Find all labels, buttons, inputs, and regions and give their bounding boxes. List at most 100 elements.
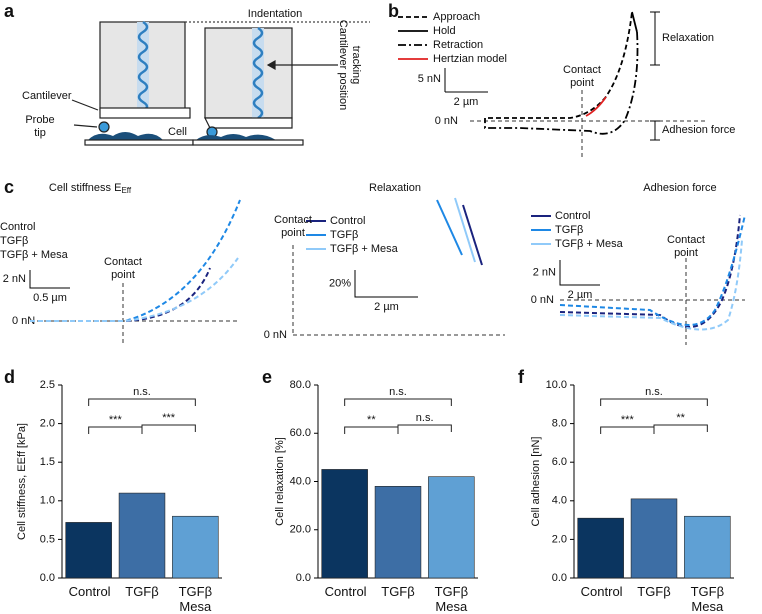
scale-label: 2 nN (3, 273, 26, 285)
significance-bracket (653, 424, 708, 432)
legend-label: TGFβ + Mesa (0, 249, 69, 261)
subpanel-title: Relaxation (369, 182, 421, 194)
x-tick-label: TGFβ (381, 584, 415, 599)
scale-label: 2 µm (454, 96, 479, 108)
relaxation-label: Relaxation (662, 32, 714, 44)
panel-label: c (4, 177, 14, 197)
zero-label: 0 nN (264, 329, 287, 341)
legend-label: Retraction (433, 39, 483, 51)
significance-bracket (397, 424, 452, 432)
scale-bar (354, 270, 418, 298)
scale-label: 0.5 µm (33, 292, 67, 304)
significance-label: *** (162, 412, 176, 424)
y-tick-label: 1.0 (40, 495, 55, 507)
y-tick-label: 2.5 (40, 379, 55, 391)
y-tick-label: 6.0 (552, 456, 567, 468)
y-axis-label: Cell relaxation [%] (274, 437, 286, 526)
bar (577, 517, 624, 579)
scale-label: 2 nN (533, 266, 556, 278)
tracking-label: tracking (350, 46, 362, 85)
tracking-label: Cantilever position (337, 20, 349, 111)
legend-label: Control (0, 221, 35, 233)
panel-label: a (4, 1, 15, 21)
x-tick-label: TGFβ Mesa (178, 584, 213, 614)
y-axis-label: Cell adhesion [nN] (530, 437, 542, 527)
curve (454, 197, 476, 263)
significance-label: *** (621, 414, 635, 426)
y-tick-label: 60.0 (290, 427, 311, 439)
contact-point-label: point (674, 247, 698, 259)
title-text: Adhesion force (643, 182, 716, 194)
significance-bracket (88, 426, 143, 434)
significance-bracket (600, 398, 708, 406)
panel-a-diagram (71, 20, 370, 146)
significance-bracket (344, 426, 399, 434)
zero-label: 0 nN (531, 294, 554, 306)
contact-point-label: Contact (667, 234, 705, 246)
bar (118, 492, 166, 579)
bar (684, 515, 731, 579)
panel-label: b (388, 1, 399, 21)
subpanel-title: Cell stiffness EEff (49, 182, 132, 195)
contact-point-label: point (111, 269, 135, 281)
bar (65, 522, 112, 579)
curve (30, 199, 241, 322)
bar (428, 476, 475, 579)
cantilever-label: Cantilever (22, 90, 72, 102)
curve (462, 204, 483, 266)
y-tick-label: 40.0 (290, 475, 311, 487)
panel-label: e (262, 367, 272, 387)
probe-tip-label: Probe (25, 114, 54, 126)
title-text: Relaxation (369, 182, 421, 194)
legend-label: TGFβ + Mesa (330, 243, 399, 255)
y-tick-label: 80.0 (290, 379, 311, 391)
legend-label: Approach (433, 11, 480, 23)
scale-label: 2 µm (568, 289, 593, 301)
x-tick-label: TGFβ Mesa (434, 584, 469, 614)
significance-label: n.s. (133, 386, 151, 398)
legend-label: TGFβ (330, 229, 358, 241)
significance-label: ** (676, 412, 685, 424)
bar (630, 498, 678, 579)
title-subscript: Eff (121, 186, 131, 195)
scale-label: 20% (329, 277, 351, 289)
legend-label: TGFβ (0, 235, 28, 247)
contact-point-label: Contact (104, 256, 142, 268)
y-tick-label: 4.0 (552, 495, 567, 507)
y-tick-label: 10.0 (546, 379, 567, 391)
significance-label: n.s. (389, 386, 407, 398)
zero-label: 0 nN (435, 115, 458, 127)
significance-label: *** (109, 414, 123, 426)
curve (30, 257, 239, 322)
title-text: Cell stiffness E (49, 182, 122, 194)
scale-label: 2 µm (374, 301, 399, 313)
indentation-label: Indentation (248, 8, 302, 20)
significance-bracket (141, 424, 196, 432)
legend-label: Control (555, 210, 590, 222)
y-axis-label: Cell stiffness, EEff [kPa] (16, 423, 28, 540)
y-tick-label: 0.0 (40, 572, 55, 584)
x-tick-label: Control (324, 584, 367, 599)
legend-label: TGFβ (555, 224, 583, 236)
y-tick-label: 8.0 (552, 418, 567, 430)
x-tick-label: TGFβ Mesa (690, 584, 725, 614)
panel-label: d (4, 367, 15, 387)
subpanel-title: Adhesion force (643, 182, 716, 194)
contact-point-label: point (570, 77, 594, 89)
y-tick-label: 2.0 (552, 533, 567, 545)
significance-bracket (600, 426, 655, 434)
significance-label: n.s. (645, 386, 663, 398)
significance-label: n.s. (416, 412, 434, 424)
scale-label: 5 nN (418, 73, 441, 85)
bar (374, 486, 422, 579)
bar (321, 469, 368, 579)
legend-label: Hold (433, 25, 456, 37)
y-tick-label: 0.0 (296, 572, 311, 584)
x-tick-label: TGFβ (637, 584, 671, 599)
zero-label: 0 nN (12, 315, 35, 327)
scale-bar (559, 260, 600, 286)
significance-bracket (88, 398, 196, 406)
significance-label: ** (367, 414, 376, 426)
